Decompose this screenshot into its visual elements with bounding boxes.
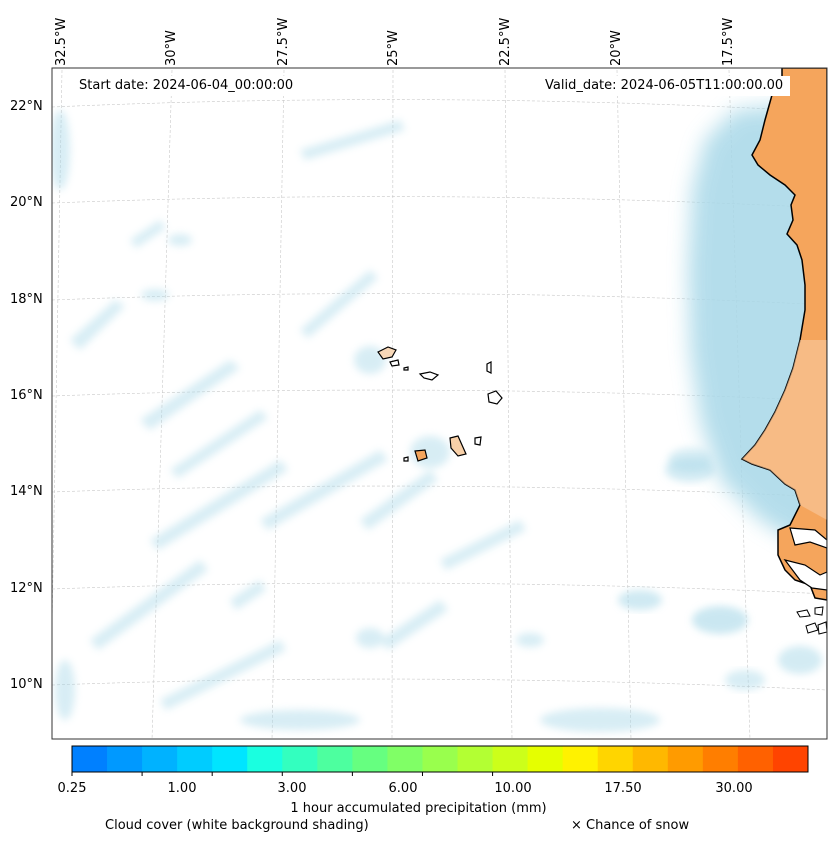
colorbar-tick-label: 3.00 (277, 781, 307, 796)
colorbar-tick-label: 17.50 (604, 781, 642, 796)
colorbar-frame (71, 745, 809, 773)
map-frame (51, 67, 828, 740)
colorbar-swatch (422, 746, 459, 772)
island-maio (474, 436, 482, 446)
island-brava (403, 456, 409, 462)
island-sal (486, 361, 492, 374)
island-fogo (414, 449, 428, 462)
african-coastline (740, 68, 827, 635)
colorbar-swatch (597, 746, 634, 772)
snow-legend: × Chance of snow (571, 818, 690, 833)
island-boa-vista (487, 390, 503, 405)
colorbar-swatch (632, 746, 669, 772)
lat-label: 20°N (10, 195, 43, 210)
lat-label: 16°N (10, 388, 43, 403)
lon-label: 17.5°W (721, 17, 736, 66)
colorbar-swatch (702, 746, 739, 772)
colorbar-swatch (72, 746, 108, 772)
graticule (52, 69, 827, 739)
colorbar-tick-label: 10.00 (494, 781, 532, 796)
colorbar-swatch (212, 746, 248, 772)
colorbar-swatch (737, 746, 774, 772)
cloud-cover-legend: Cloud cover (white background shading) (105, 818, 369, 833)
lon-label: 30°W (164, 30, 179, 66)
colorbar-swatch (562, 746, 599, 772)
lon-label: 20°W (609, 30, 624, 66)
island-santiago (449, 435, 467, 457)
island-santa-luzia (403, 366, 409, 371)
cape-verde-islands (377, 346, 503, 462)
colorbar-tick-label: 30.00 (715, 781, 753, 796)
valid-date-label: Valid_date: 2024-06-05T11:00:00.00 (538, 76, 791, 96)
colorbar-swatch (107, 746, 143, 772)
colorbar-swatch (317, 746, 353, 772)
colorbar-swatch (142, 746, 178, 772)
colorbar-swatch (492, 746, 529, 772)
colorbar-swatch (177, 746, 213, 772)
colorbar-swatch (667, 746, 704, 772)
colorbar-swatch (282, 746, 318, 772)
colorbar-tick-label: 0.25 (57, 781, 87, 796)
colorbar-swatch (457, 746, 494, 772)
lon-label: 32.5°W (54, 17, 69, 66)
map-canvas[interactable] (50, 68, 827, 740)
lon-label: 25°W (386, 30, 401, 66)
colorbar (71, 745, 809, 776)
colorbar-swatch (387, 746, 423, 772)
lat-label: 14°N (10, 484, 43, 499)
lat-label: 22°N (10, 99, 43, 114)
colorbar-swatch (352, 746, 388, 772)
island-sao-nicolau (418, 371, 440, 381)
colorbar-swatch (772, 746, 809, 772)
colorbar-title: 1 hour accumulated precipitation (mm) (290, 801, 547, 816)
colorbar-swatch (247, 746, 283, 772)
island-sao-vicente (389, 359, 400, 367)
lat-label: 12°N (10, 581, 43, 596)
lon-label: 22.5°W (498, 17, 513, 66)
lat-label: 10°N (10, 677, 43, 692)
lat-label: 18°N (10, 292, 43, 307)
colorbar-swatch (527, 746, 564, 772)
colorbar-tick-label: 6.00 (388, 781, 418, 796)
colorbar-tick-label: 1.00 (167, 781, 197, 796)
lon-label: 27.5°W (276, 17, 291, 66)
start-date-label: Start date: 2024-06-04_00:00:00 (72, 76, 301, 96)
island-santo-antao (377, 346, 397, 360)
